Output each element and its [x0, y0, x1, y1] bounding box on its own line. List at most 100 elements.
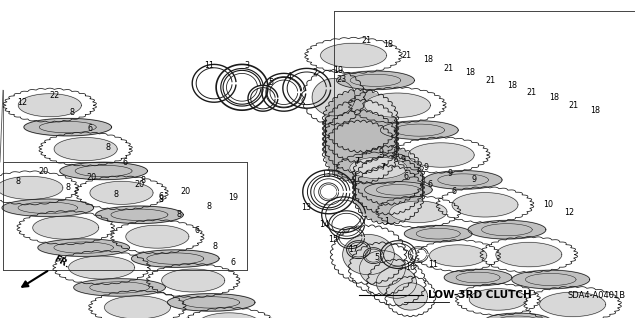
- Text: 18: 18: [548, 93, 559, 102]
- Polygon shape: [468, 220, 546, 239]
- Text: 8: 8: [69, 108, 74, 117]
- Polygon shape: [68, 256, 134, 279]
- Text: 19: 19: [228, 193, 238, 202]
- Text: 6: 6: [195, 226, 200, 235]
- Polygon shape: [0, 176, 63, 199]
- Polygon shape: [321, 43, 387, 68]
- Polygon shape: [484, 313, 552, 319]
- Polygon shape: [33, 216, 99, 239]
- Text: 22: 22: [50, 91, 60, 100]
- Text: 16: 16: [405, 263, 415, 272]
- Text: 13: 13: [301, 203, 311, 212]
- Polygon shape: [162, 269, 225, 292]
- Text: 6: 6: [404, 173, 409, 182]
- Text: 7: 7: [381, 163, 386, 173]
- Polygon shape: [337, 71, 414, 90]
- Text: 6: 6: [230, 258, 236, 267]
- Text: 5: 5: [374, 253, 379, 262]
- Polygon shape: [349, 157, 407, 179]
- Text: 6: 6: [159, 192, 164, 201]
- Text: 9: 9: [401, 155, 406, 165]
- Polygon shape: [60, 162, 147, 180]
- Polygon shape: [429, 245, 487, 266]
- Polygon shape: [540, 292, 605, 316]
- Text: 8: 8: [212, 242, 218, 251]
- Text: 12: 12: [17, 98, 27, 107]
- Text: 18: 18: [507, 81, 517, 90]
- Text: 21: 21: [485, 76, 495, 85]
- Text: 18: 18: [383, 40, 394, 49]
- Text: 18: 18: [591, 106, 600, 115]
- Text: 18: 18: [423, 55, 433, 64]
- Polygon shape: [131, 250, 219, 267]
- Text: 8: 8: [105, 143, 110, 152]
- Text: 6: 6: [452, 187, 456, 197]
- Polygon shape: [324, 91, 396, 151]
- Polygon shape: [342, 234, 394, 275]
- Polygon shape: [364, 93, 430, 117]
- Polygon shape: [74, 279, 165, 296]
- Text: 13: 13: [322, 170, 332, 179]
- Text: 23: 23: [337, 75, 347, 84]
- Polygon shape: [38, 239, 129, 256]
- Polygon shape: [324, 112, 396, 171]
- Polygon shape: [404, 226, 472, 242]
- Text: 20: 20: [180, 187, 190, 197]
- Polygon shape: [95, 206, 183, 224]
- Text: 5: 5: [268, 78, 273, 87]
- Text: 1: 1: [384, 217, 389, 226]
- Text: 21: 21: [568, 101, 579, 110]
- Text: 8: 8: [207, 202, 212, 211]
- Polygon shape: [360, 251, 405, 286]
- Polygon shape: [198, 313, 260, 319]
- Text: 14: 14: [319, 220, 329, 229]
- Text: 6: 6: [428, 181, 433, 189]
- Text: 11: 11: [428, 260, 438, 269]
- Polygon shape: [355, 157, 422, 213]
- Polygon shape: [365, 182, 432, 198]
- Text: 20: 20: [86, 174, 97, 182]
- Text: 9: 9: [447, 169, 452, 178]
- Text: 6: 6: [123, 159, 128, 167]
- Polygon shape: [393, 283, 428, 310]
- Text: 20: 20: [134, 181, 145, 189]
- Text: 4: 4: [286, 72, 291, 81]
- Polygon shape: [19, 94, 81, 117]
- Text: 9: 9: [379, 147, 384, 157]
- Text: 19: 19: [333, 66, 344, 75]
- Polygon shape: [104, 296, 170, 319]
- Text: 9: 9: [424, 163, 429, 173]
- Text: LOW-3RD CLUTCH: LOW-3RD CLUTCH: [428, 290, 532, 300]
- Text: 11: 11: [204, 61, 214, 70]
- Polygon shape: [126, 225, 189, 248]
- Polygon shape: [167, 294, 255, 311]
- Polygon shape: [324, 122, 396, 182]
- Polygon shape: [496, 242, 562, 267]
- Polygon shape: [312, 78, 355, 116]
- Polygon shape: [54, 137, 117, 160]
- Text: 21: 21: [401, 51, 412, 60]
- Polygon shape: [355, 167, 422, 223]
- Text: 18: 18: [465, 68, 475, 77]
- Text: 3: 3: [244, 61, 250, 70]
- Text: 9: 9: [472, 175, 477, 184]
- Polygon shape: [512, 270, 589, 289]
- Polygon shape: [424, 171, 502, 189]
- Polygon shape: [408, 143, 474, 167]
- Text: 8: 8: [15, 177, 20, 186]
- Text: 21: 21: [362, 36, 372, 45]
- Text: 17: 17: [349, 245, 358, 254]
- Polygon shape: [469, 289, 527, 310]
- Text: 8: 8: [113, 190, 118, 199]
- Text: 12: 12: [564, 208, 575, 217]
- Polygon shape: [376, 267, 417, 298]
- Polygon shape: [2, 199, 93, 217]
- Polygon shape: [390, 201, 447, 223]
- Text: 2: 2: [312, 68, 317, 77]
- Text: 10: 10: [543, 200, 553, 209]
- Text: 6: 6: [87, 124, 92, 133]
- Polygon shape: [90, 182, 153, 204]
- Polygon shape: [452, 193, 518, 217]
- Text: 21: 21: [443, 64, 453, 73]
- Text: 7: 7: [354, 158, 359, 167]
